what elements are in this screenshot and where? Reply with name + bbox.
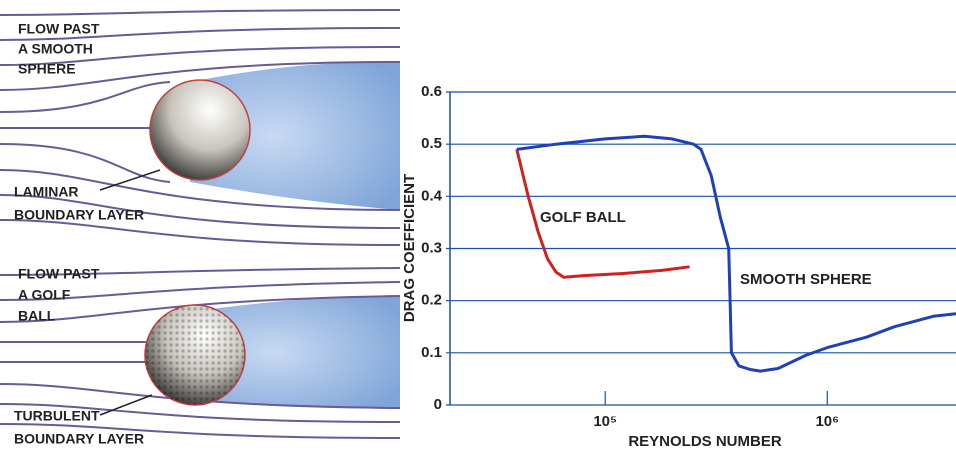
- y-axis-label: DRAG COEFFICIENT: [401, 174, 418, 322]
- x-axis-label: REYNOLDS NUMBER: [628, 433, 782, 450]
- y-tick-label: 0.2: [421, 292, 442, 309]
- x-tick-label: 10⁶: [815, 413, 839, 430]
- smooth-sphere: [150, 80, 250, 180]
- y-tick-label: 0.6: [421, 83, 442, 100]
- diagram: FLOW PAST A SMOOTH SPHERE LAMINAR BOUNDA…: [0, 10, 400, 447]
- series-label: SMOOTH SPHERE: [740, 271, 872, 288]
- diagram-title: A SMOOTH: [18, 41, 93, 57]
- pointer: [100, 170, 160, 190]
- series-line: [517, 136, 956, 371]
- series-label: GOLF BALL: [540, 209, 626, 226]
- diagram-title: SPHERE: [18, 61, 76, 77]
- y-tick-label: 0.5: [421, 135, 442, 152]
- diagram-title: A GOLF: [18, 287, 71, 303]
- diagram-title: FLOW PAST: [18, 266, 100, 282]
- figure: FLOW PAST A SMOOTH SPHERE LAMINAR BOUNDA…: [0, 0, 956, 452]
- y-tick-label: 0.1: [421, 344, 442, 361]
- diagram-title: FLOW PAST: [18, 21, 100, 37]
- diagram-label: TURBULENT: [14, 408, 100, 424]
- page: {"diagram": { "top": {"title": ["FLOW PA…: [0, 0, 956, 452]
- diagram-title: BALL: [18, 308, 56, 324]
- y-tick-label: 0.3: [421, 239, 442, 256]
- y-tick-label: 0.4: [421, 187, 443, 204]
- y-tick-label: 0: [434, 396, 442, 413]
- diagram-label: BOUNDARY LAYER: [14, 431, 144, 447]
- diagram-label: BOUNDARY LAYER: [14, 207, 144, 223]
- diagram-label: LAMINAR: [14, 184, 79, 200]
- x-tick-label: 10⁵: [593, 413, 617, 430]
- golf-dimples: [145, 305, 245, 405]
